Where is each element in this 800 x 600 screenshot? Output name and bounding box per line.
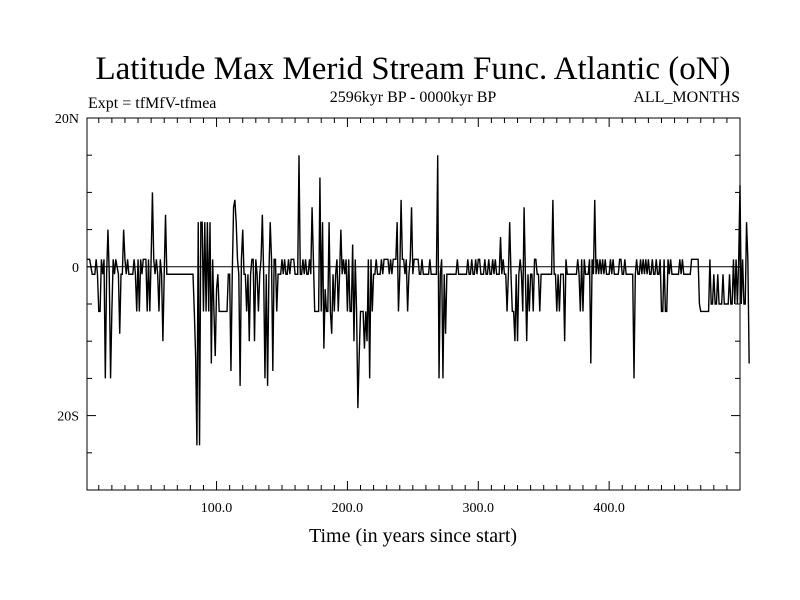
x-tick-label: 400.0 — [593, 501, 625, 516]
x-tick-label: 300.0 — [463, 501, 495, 516]
plot-frame — [86, 117, 741, 491]
y-tick-label: 0 — [72, 261, 79, 276]
y-tick-label: 20S — [57, 410, 79, 425]
series-line — [87, 155, 750, 446]
x-tick-label: 100.0 — [201, 501, 233, 516]
months-label: ALL_MONTHS — [633, 89, 740, 106]
series — [87, 155, 750, 446]
experiment-label: Expt = tfMfV-tfmea — [88, 95, 216, 112]
x-tick-label: 200.0 — [332, 501, 364, 516]
y-tick-label: 20N — [55, 112, 79, 127]
x-axis-label: Time (in years since start) — [309, 525, 517, 547]
chart-title: Latitude Max Merid Stream Func. Atlantic… — [95, 51, 730, 87]
axes — [86, 117, 741, 491]
time-range-label: 2596kyr BP - 0000kyr BP — [330, 89, 497, 106]
ticks: 100.0 200.0 300.0 400.0 20N 0 20S — [55, 112, 740, 516]
